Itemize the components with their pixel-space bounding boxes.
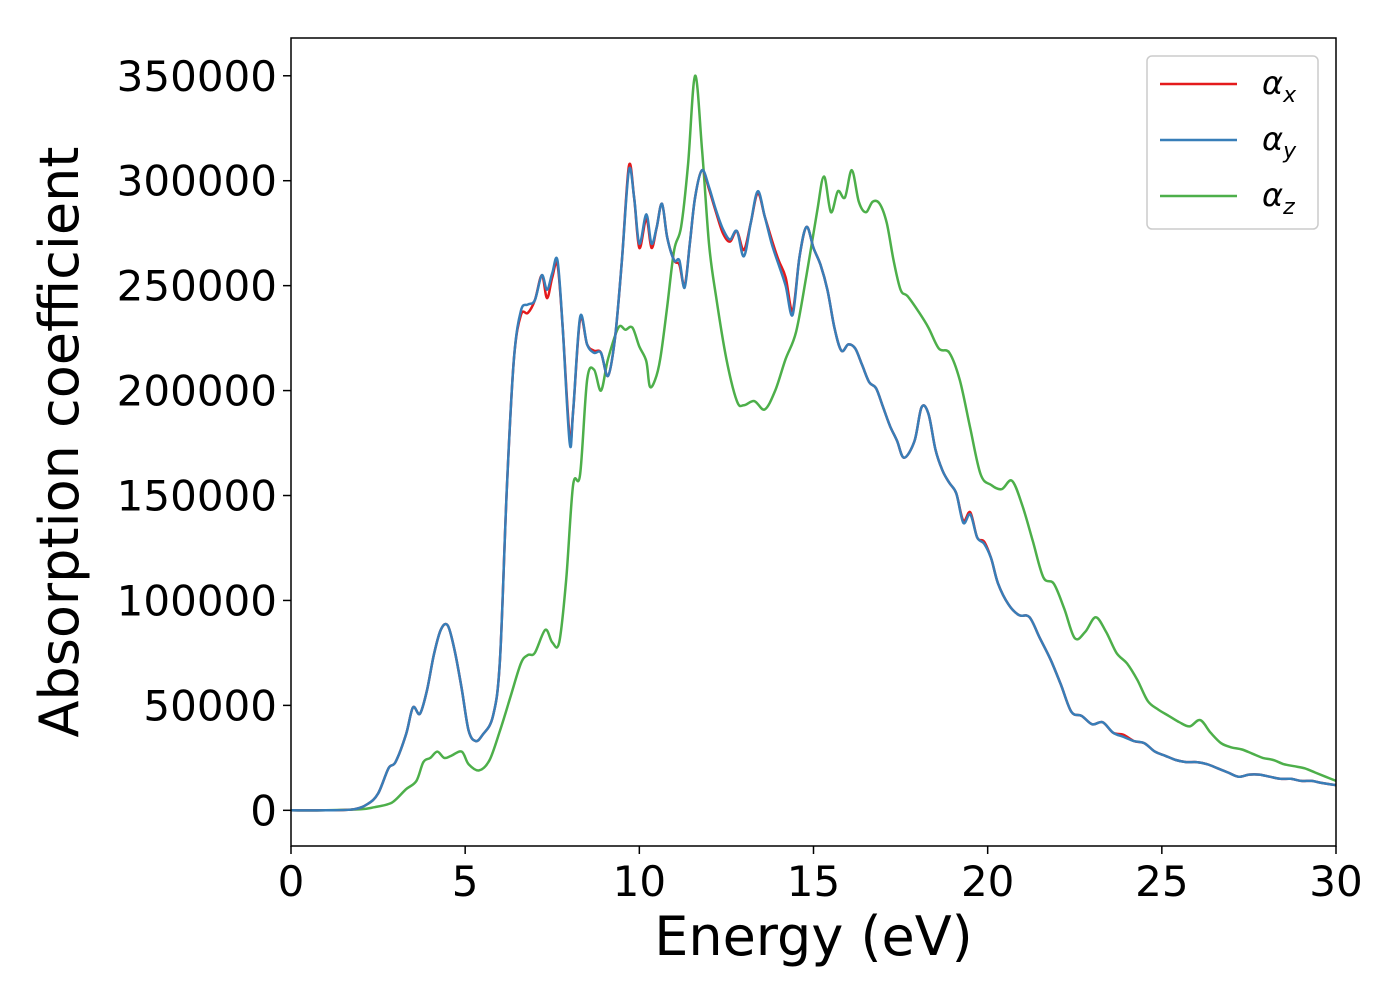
y-tick-label: 150000 xyxy=(117,472,277,521)
x-tick-label: 10 xyxy=(613,857,666,906)
y-tick-label: 50000 xyxy=(143,681,277,730)
series-line-x xyxy=(291,162,1336,812)
series-layer xyxy=(291,74,1336,812)
legend-label-x: αx xyxy=(1262,64,1297,108)
x-axis-ticks: 0 5 10 15 20 25 30 xyxy=(278,846,1363,906)
x-axis-title: Energy (eV) xyxy=(654,905,973,968)
x-tick-label: 30 xyxy=(1309,857,1362,906)
y-axis-title: Absorption coefficient xyxy=(28,147,91,738)
y-tick-label: 350000 xyxy=(117,52,277,101)
y-tick-label: 200000 xyxy=(117,367,277,416)
y-tick-label: 300000 xyxy=(117,157,277,206)
plot-frame xyxy=(290,37,1337,847)
legend-label-subscript: y xyxy=(1282,139,1297,164)
legend-label-subscript: z xyxy=(1282,195,1295,220)
x-tick-label: 20 xyxy=(961,857,1014,906)
legend-label-subscript: x xyxy=(1282,83,1297,108)
x-tick-label: 15 xyxy=(787,857,840,906)
x-tick-label: 0 xyxy=(278,857,305,906)
y-tick-label: 250000 xyxy=(117,262,277,311)
x-tick-label: 5 xyxy=(452,857,479,906)
series-line-y xyxy=(291,166,1336,812)
x-tick-label: 25 xyxy=(1135,857,1188,906)
y-axis-ticks: 0 50000 100000 150000 200000 250000 300000 3500… xyxy=(117,52,291,835)
y-tick-label: 100000 xyxy=(117,576,277,625)
y-tick-label: 0 xyxy=(250,786,277,835)
legend-box xyxy=(1146,55,1319,230)
legend-label-base: α xyxy=(1262,176,1283,214)
series-line-z xyxy=(291,74,1336,812)
legend-label-base: α xyxy=(1262,120,1283,158)
legend-label-z: αz xyxy=(1262,176,1295,220)
legend-label-base: α xyxy=(1262,64,1283,102)
legend-label-y: αy xyxy=(1262,120,1297,164)
